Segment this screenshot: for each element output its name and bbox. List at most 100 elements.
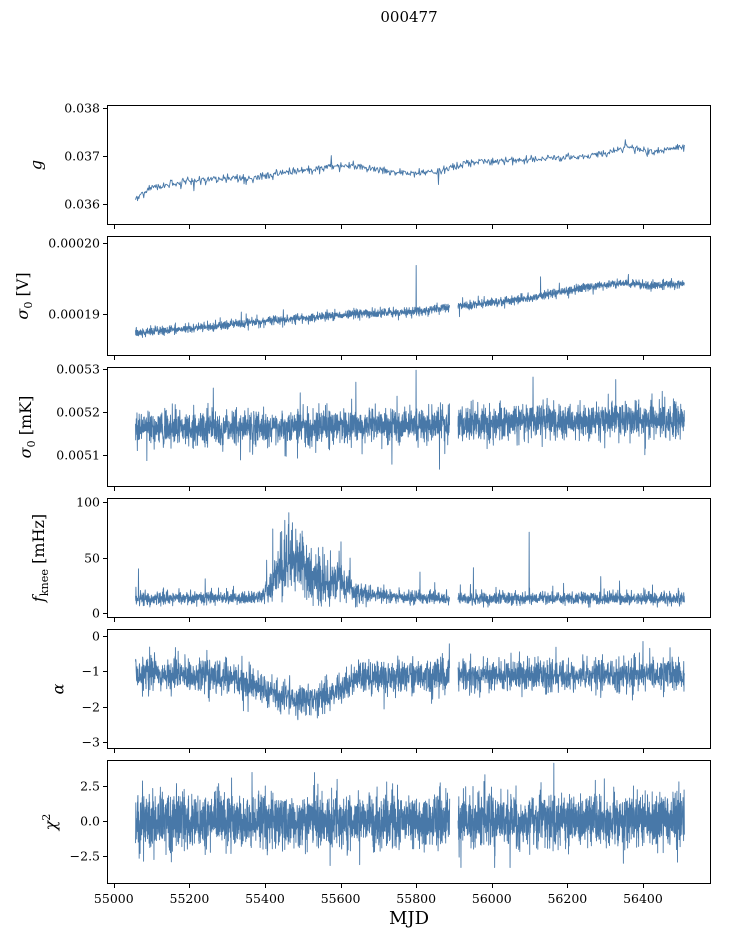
- y-tick-label: 2.5: [80, 778, 100, 794]
- x-tick: [264, 487, 266, 491]
- y-axis-label-sigma0_V: σ0 [V]: [13, 272, 35, 319]
- subplot-axes-sigma0_V: [107, 236, 711, 356]
- subplot-canvas-g: [108, 106, 710, 224]
- y-tick-label: 0.00019: [48, 306, 100, 322]
- x-tick: [340, 225, 342, 229]
- y-tick: [103, 613, 107, 615]
- x-tick: [567, 884, 569, 888]
- x-tick: [491, 749, 493, 753]
- x-tick: [642, 225, 644, 229]
- x-tick: [416, 618, 418, 622]
- y-tick: [103, 204, 107, 206]
- y-tick: [103, 412, 107, 414]
- y-tick: [103, 313, 107, 315]
- y-tick: [103, 557, 107, 559]
- figure-title: 000477: [380, 8, 438, 26]
- subplot-canvas-sigma0_mK: [108, 368, 710, 486]
- x-tick: [113, 618, 115, 622]
- subplot-axes-f_knee: [107, 498, 711, 618]
- y-tick: [103, 242, 107, 244]
- x-tick: [264, 618, 266, 622]
- x-tick: [340, 618, 342, 622]
- y-tick-label: 0.0: [80, 813, 100, 829]
- subplot-axes-sigma0_mK: [107, 367, 711, 487]
- subplot-canvas-chi2: [108, 761, 710, 883]
- y-tick-label: 0.00020: [48, 235, 100, 251]
- y-tick: [103, 671, 107, 673]
- x-tick: [416, 225, 418, 229]
- subplot-axes-alpha: [107, 629, 711, 749]
- y-tick: [103, 156, 107, 158]
- y-tick-label: 0.037: [64, 148, 100, 164]
- x-tick: [264, 225, 266, 229]
- y-tick: [103, 636, 107, 637]
- x-tick: [264, 356, 266, 360]
- x-tick: [340, 487, 342, 491]
- x-tick: [416, 749, 418, 753]
- x-tick: [340, 356, 342, 360]
- x-tick-label: 56400: [623, 891, 663, 906]
- subplot-canvas-alpha: [108, 630, 710, 748]
- x-tick: [642, 884, 644, 888]
- ylabel-token: knee: [38, 568, 52, 597]
- x-tick: [264, 749, 266, 753]
- x-tick: [642, 356, 644, 360]
- y-axis-label-sigma0_mK: σ0 [mK]: [16, 396, 38, 459]
- y-tick-label: 0.0052: [56, 404, 100, 420]
- x-tick: [416, 884, 418, 888]
- x-tick: [416, 356, 418, 360]
- y-tick-label: −1: [81, 663, 100, 679]
- x-tick: [642, 618, 644, 622]
- x-tick: [113, 356, 115, 360]
- y-axis-label-alpha: α: [49, 684, 68, 695]
- x-axis-label: MJD: [388, 908, 430, 929]
- subplot-canvas-sigma0_V: [108, 237, 710, 355]
- subplot-canvas-f_knee: [108, 499, 710, 617]
- x-tick-label: 55600: [320, 891, 361, 906]
- x-tick: [642, 487, 644, 491]
- y-tick: [103, 107, 107, 109]
- ylabel-token: σ: [15, 447, 35, 459]
- x-tick-label: 55000: [93, 891, 134, 906]
- ylabel-token: g: [26, 159, 46, 171]
- ylabel-token: χ: [41, 820, 61, 831]
- y-tick: [103, 785, 107, 787]
- x-tick: [113, 749, 115, 753]
- x-tick: [189, 356, 191, 360]
- y-tick-label: 0.038: [64, 100, 100, 116]
- x-tick: [491, 884, 493, 888]
- ylabel-token: 2: [39, 813, 53, 821]
- x-tick: [491, 487, 493, 491]
- y-tick-label: 0: [92, 605, 100, 621]
- y-axis-label-chi2: χ2: [40, 814, 60, 831]
- ylabel-token: f: [28, 596, 48, 603]
- y-tick-label: 0.0051: [56, 447, 100, 463]
- x-tick: [189, 487, 191, 491]
- x-tick: [113, 225, 115, 229]
- y-tick: [103, 820, 107, 822]
- x-tick: [567, 749, 569, 753]
- x-tick: [264, 884, 266, 888]
- ylabel-token: 0: [22, 301, 36, 309]
- x-tick: [567, 487, 569, 491]
- x-tick-label: 55200: [169, 891, 210, 906]
- x-tick: [491, 225, 493, 229]
- x-tick: [567, 225, 569, 229]
- subplot-axes-g: [107, 105, 711, 225]
- y-tick: [103, 741, 107, 743]
- x-tick: [340, 749, 342, 753]
- y-axis-label-g: g: [27, 160, 46, 170]
- x-tick: [567, 356, 569, 360]
- ylabel-token: 0: [25, 440, 39, 448]
- x-tick: [340, 884, 342, 888]
- x-tick-label: 55400: [245, 891, 285, 906]
- x-tick: [113, 884, 115, 888]
- x-tick: [491, 618, 493, 622]
- x-tick: [491, 356, 493, 360]
- x-tick-label: 56200: [547, 891, 588, 906]
- ylabel-token: α: [48, 683, 68, 695]
- y-tick-label: −2: [81, 699, 100, 715]
- y-tick-label: 100: [76, 494, 100, 510]
- x-tick: [189, 749, 191, 753]
- x-tick: [567, 618, 569, 622]
